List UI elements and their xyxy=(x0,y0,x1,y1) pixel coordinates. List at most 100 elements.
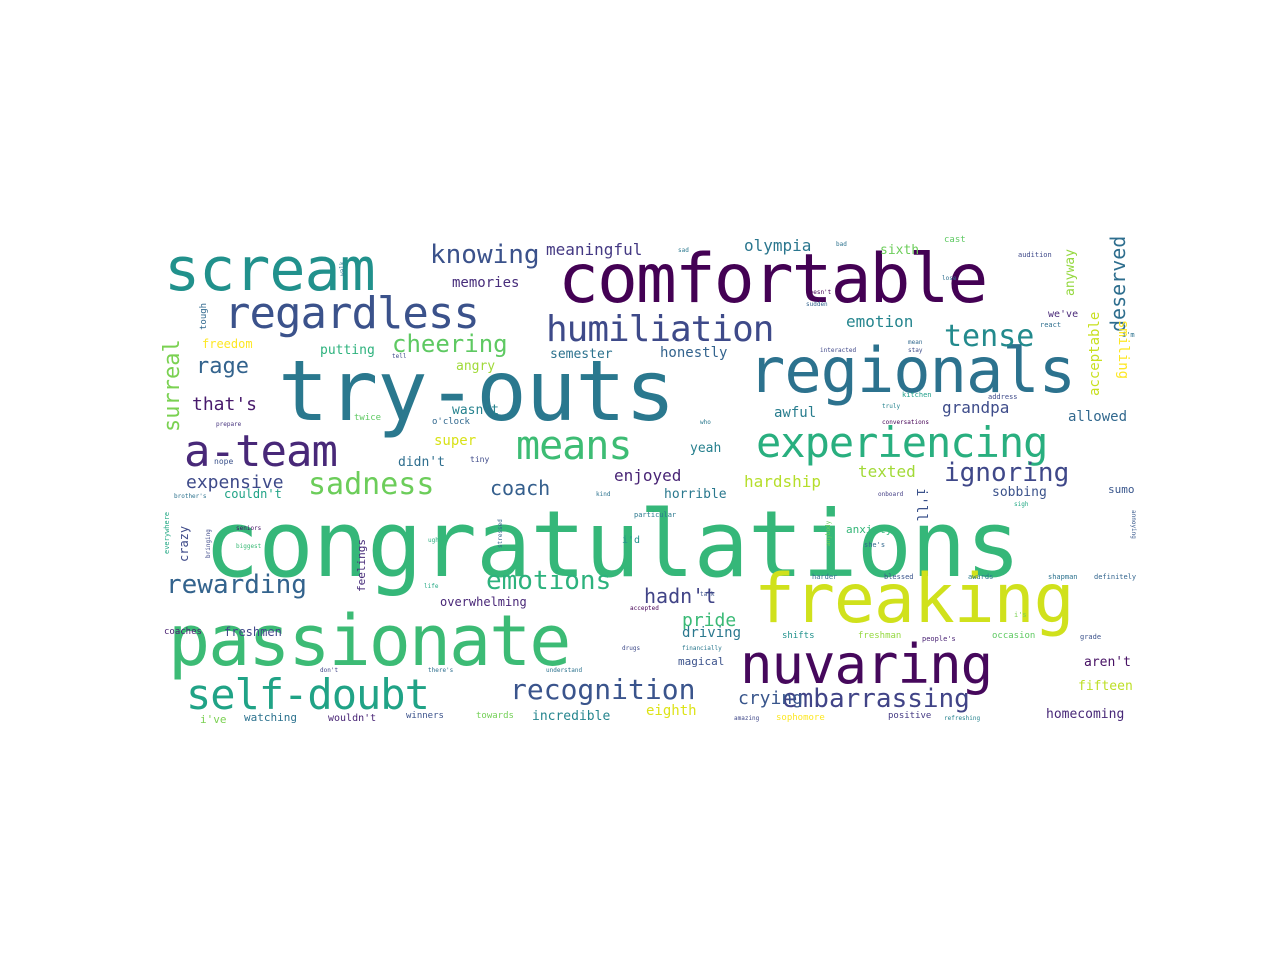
word-drugs: drugs xyxy=(622,645,641,652)
word-awful: awful xyxy=(774,405,817,421)
word-rewarding: rewarding xyxy=(166,570,307,600)
word-o'clock: o'clock xyxy=(432,417,470,427)
word-regionals: regionals xyxy=(748,334,1076,407)
word-allowed: allowed xyxy=(1068,409,1128,425)
word-seniors: seniors xyxy=(236,525,262,532)
word-life: life xyxy=(424,583,439,590)
word-scream: scream xyxy=(164,235,376,305)
word-acceptable: acceptable xyxy=(1087,311,1103,396)
word-stay: stay xyxy=(908,347,923,354)
word-tense: tense xyxy=(944,319,1035,354)
word-bringing: bringing xyxy=(205,529,212,558)
word-honestly: honestly xyxy=(660,345,728,361)
word-audition: audition xyxy=(1018,251,1052,259)
word-shapman: shapman xyxy=(1048,573,1078,581)
word-i'll: i'll xyxy=(913,488,929,522)
word-cloud: congratulations try-outs passionate comf… xyxy=(160,236,1145,730)
word-truly: truly xyxy=(882,403,901,410)
word-positive: positive xyxy=(888,711,932,721)
word-smiling: smiling xyxy=(1115,320,1131,380)
word-humiliation: humiliation xyxy=(546,309,774,350)
word-memories: memories xyxy=(452,275,520,291)
word-mean: mean xyxy=(908,339,923,346)
word-doesn't: doesn't xyxy=(806,289,832,296)
word-wouldn't: wouldn't xyxy=(328,713,377,724)
word-meaningful: meaningful xyxy=(546,240,643,259)
word-grandpa: grandpa xyxy=(942,398,1010,417)
word-tiny: tiny xyxy=(470,455,490,464)
word-interacted: interacted xyxy=(820,347,857,354)
word-twice: twice xyxy=(354,413,382,423)
word-annoying: annoying xyxy=(1130,510,1137,539)
word-who: who xyxy=(700,419,711,426)
word-homecoming: homecoming xyxy=(1046,707,1125,722)
word-freaking: freaking xyxy=(754,560,1075,639)
word-yeah: yeah xyxy=(690,441,722,456)
word-winners: winners xyxy=(406,711,444,721)
word-sixth: sixth xyxy=(880,243,920,258)
word-aren't: aren't xyxy=(1084,655,1131,670)
word-angry: angry xyxy=(456,359,496,374)
word-knowing: knowing xyxy=(430,240,540,270)
word-cast: cast xyxy=(944,235,966,245)
word-anyway: anyway xyxy=(1063,249,1078,296)
word-sad: sad xyxy=(678,247,689,254)
word-amazing: amazing xyxy=(734,715,760,722)
word-sigh: sigh xyxy=(1014,501,1029,508)
word-financially: financially xyxy=(682,645,722,652)
word-sumo: sumo xyxy=(1108,483,1135,496)
word-nuvaring: nuvaring xyxy=(740,633,993,696)
word-i've: i've xyxy=(200,713,227,726)
word-incredible: incredible xyxy=(532,709,611,724)
word-texted: texted xyxy=(858,462,916,481)
word-cheering: cheering xyxy=(392,330,508,358)
word-putting: putting xyxy=(320,343,375,358)
word-regardless: regardless xyxy=(224,288,480,339)
word-grade: grade xyxy=(1080,633,1102,641)
word-emotion: emotion xyxy=(846,312,914,331)
word-walk: walk xyxy=(339,261,346,276)
word-experiencing: experiencing xyxy=(756,418,1048,467)
word-a-team: a-team xyxy=(184,426,338,477)
word-magical: magical xyxy=(678,655,725,668)
word-emotions: emotions xyxy=(486,566,612,596)
word-eighth: eighth xyxy=(646,703,697,719)
word-horrible: horrible xyxy=(664,487,727,502)
word-overwhelming: overwhelming xyxy=(440,595,527,609)
word-onboard: onboard xyxy=(878,491,904,498)
word-pride: pride xyxy=(682,610,737,631)
word-didn't: didn't xyxy=(398,455,445,470)
word-surreal: deserved xyxy=(1106,235,1130,332)
word-refreshing: refreshing xyxy=(944,715,981,722)
word-wasn't: wasn't xyxy=(452,403,499,418)
word-watching: watching xyxy=(244,711,297,724)
word-bad: bad xyxy=(836,241,847,248)
word-i'd: i'd xyxy=(622,535,641,546)
word-address: address xyxy=(988,393,1018,401)
word-kitchen: kitchen xyxy=(902,391,932,399)
word-freshman: freshman xyxy=(858,631,902,641)
word-driving: driving xyxy=(682,625,742,641)
word-congratulations: congratulations xyxy=(204,491,1021,598)
word-brother's: brother's xyxy=(174,493,207,500)
word-react: react xyxy=(1040,321,1062,329)
word-recognition: recognition xyxy=(510,673,696,706)
word-olympia: olympia xyxy=(744,236,812,255)
word-rage: rage xyxy=(196,354,249,379)
word-tell: tell xyxy=(392,353,407,360)
word-fifteen: fifteen xyxy=(1078,679,1133,694)
word-people's: people's xyxy=(922,635,956,643)
word-accepted: accepted xyxy=(630,605,659,612)
word-anxiety: anxiety xyxy=(846,523,893,536)
word-kind: kind xyxy=(596,491,611,498)
word-everywhere: everywhere xyxy=(163,511,171,554)
word-shifts: shifts xyxy=(782,631,815,641)
word-expensive: expensive xyxy=(186,472,284,493)
word-ugh: ugh xyxy=(428,537,439,544)
word-prepare: prepare xyxy=(216,421,242,428)
word-tough: tough xyxy=(199,302,209,330)
word-biggest: biggest xyxy=(236,543,262,550)
word-coaches: coaches xyxy=(164,627,202,637)
word-sudden: sudden xyxy=(806,301,828,308)
word-couldn't: couldn't xyxy=(224,487,282,501)
